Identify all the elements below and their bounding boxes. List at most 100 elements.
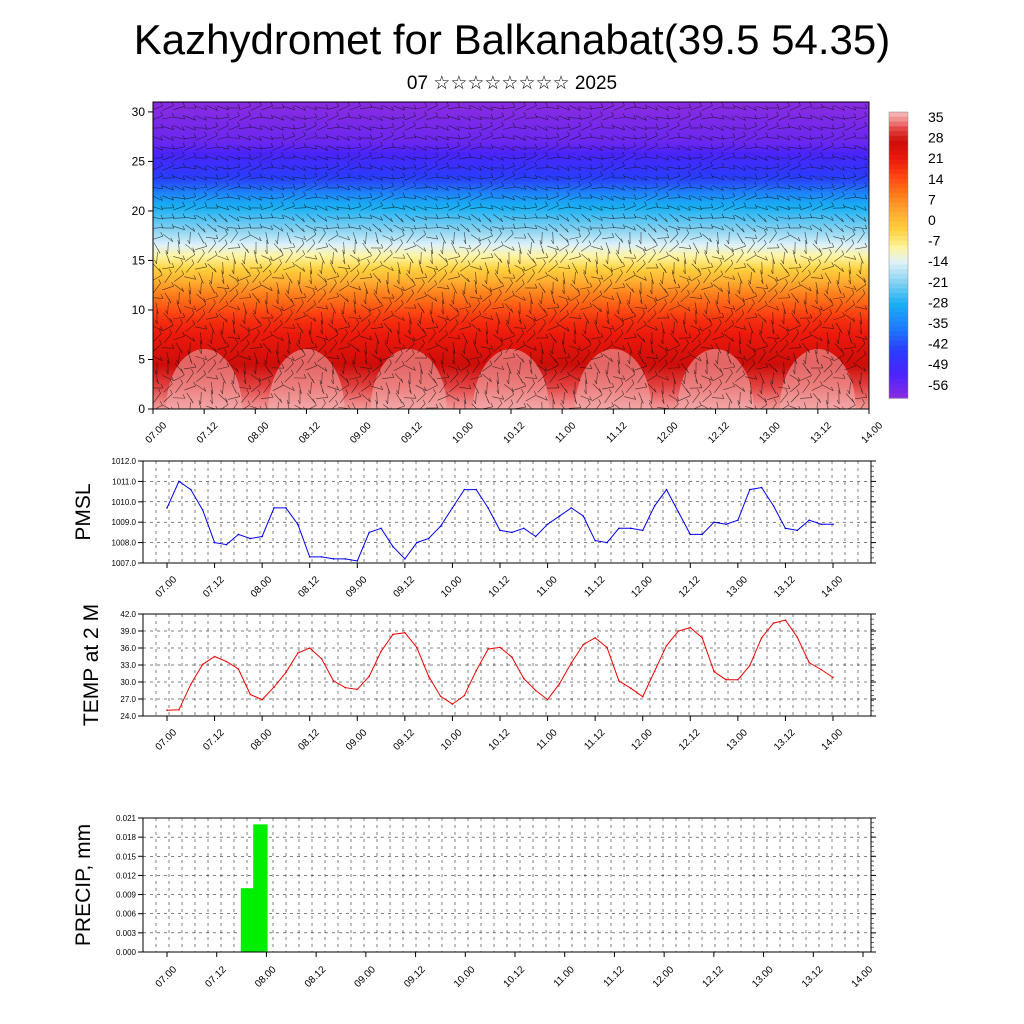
- temp-point: [677, 630, 680, 632]
- cross-section-xtick-label: 07.00: [144, 420, 170, 446]
- colorbar-label: -28: [928, 294, 948, 310]
- pmsl-xtick-label: 09.00: [344, 574, 370, 600]
- temp-point: [701, 637, 703, 639]
- temp-point: [594, 637, 596, 639]
- heatmap-band: [153, 168, 869, 172]
- pmsl-point: [368, 531, 370, 534]
- colorbar-label: 0: [928, 212, 936, 228]
- temp-point: [618, 680, 620, 682]
- heatmap-band: [153, 255, 869, 259]
- colorbar-segment: [889, 283, 908, 289]
- pmsl-point: [701, 533, 703, 536]
- colorbar-label: -7: [928, 233, 941, 249]
- colorbar-frame: [888, 111, 909, 399]
- pmsl-xtick-label: 13.00: [725, 574, 751, 600]
- heatmap-band: [153, 285, 869, 289]
- colorbar-segment: [889, 269, 908, 275]
- heatmap-band: [153, 102, 869, 106]
- pmsl-point: [189, 488, 192, 491]
- colorbar-label: -56: [928, 377, 948, 393]
- colorbar-segment: [889, 154, 908, 161]
- pmsl-point: [820, 523, 822, 526]
- pmsl-point: [320, 556, 323, 558]
- heatmap-band: [153, 151, 869, 155]
- temp-xtick-label: 09.12: [392, 727, 418, 753]
- heatmap-band: [153, 166, 869, 170]
- heatmap-band: [153, 153, 869, 158]
- heatmap-band: [153, 124, 869, 128]
- heatmap-band: [153, 309, 869, 314]
- colorbar-segment: [889, 126, 908, 132]
- temp-point: [427, 675, 430, 678]
- heatmap-band: [153, 191, 869, 195]
- heatmap-band: [153, 139, 869, 143]
- temp-ytick-label: 30.0: [120, 678, 136, 687]
- heatmap-band: [153, 208, 869, 212]
- colorbar-segment: [889, 259, 908, 266]
- pmsl-xtick-label: 12.12: [677, 574, 703, 600]
- pmsl-point: [475, 488, 478, 491]
- temp-point: [451, 703, 454, 705]
- colorbar-segment: [889, 121, 908, 127]
- pmsl-point: [618, 527, 620, 530]
- temp-ytick-label: 33.0: [120, 661, 136, 670]
- precip-xtick-label: 12.12: [701, 964, 727, 990]
- colorbar-segment: [889, 212, 908, 218]
- heatmap-band: [153, 319, 869, 323]
- precip-ytick-label: 0.009: [116, 891, 137, 900]
- heatmap-band: [153, 116, 869, 120]
- warm-anomaly: [268, 349, 345, 409]
- heatmap-band: [153, 327, 869, 331]
- heatmap-band: [153, 344, 869, 348]
- pmsl-point: [511, 531, 513, 534]
- heatmap-band: [153, 119, 869, 123]
- heatmap-band: [153, 228, 869, 232]
- colorbar-label: 21: [928, 150, 944, 166]
- heatmap-band: [153, 176, 869, 180]
- colorbar-segment: [889, 255, 908, 261]
- temp-ytick-label: 42.0: [120, 610, 136, 619]
- pmsl-frame: [142, 460, 872, 564]
- heatmap-band: [153, 238, 869, 242]
- temp-point: [784, 619, 787, 622]
- pmsl-point: [582, 515, 585, 517]
- precip-frame: [142, 817, 872, 953]
- cross-section-xtick-label: 13.12: [809, 420, 835, 446]
- chart-title: Kazhydromet for Balkanabat(39.5 54.35): [133, 16, 891, 63]
- heatmap-band: [153, 144, 869, 148]
- temp-point: [487, 648, 489, 650]
- pmsl-point: [558, 515, 561, 517]
- cross-section-xtick-label: 09.00: [348, 420, 374, 446]
- heatmap-band: [153, 260, 869, 264]
- pmsl-point: [606, 541, 608, 544]
- temp-point: [546, 698, 549, 701]
- precip-ytick-label: 0.012: [116, 871, 137, 880]
- pmsl-ytick-label: 1011.0: [112, 477, 136, 486]
- colorbar-segment: [889, 359, 908, 366]
- pmsl-point: [534, 535, 537, 538]
- colorbar-label: 7: [928, 191, 936, 207]
- pmsl-xtick-label: 11.00: [535, 574, 560, 599]
- colorbar-segment: [889, 202, 908, 208]
- pmsl-point: [415, 541, 418, 544]
- colorbar-segment: [889, 364, 908, 370]
- temp-point: [522, 677, 525, 680]
- precip-xtick-label: 07.00: [154, 964, 180, 990]
- temp-point: [832, 676, 834, 679]
- heatmap-band: [153, 223, 869, 227]
- temp-xtick-label: 10.12: [487, 727, 513, 753]
- colorbar-segment: [889, 297, 908, 304]
- temp-point: [737, 678, 739, 681]
- temp-point: [178, 708, 180, 711]
- temp-point: [368, 675, 370, 678]
- pmsl-point: [796, 529, 799, 532]
- pmsl-xtick-label: 13.12: [772, 574, 798, 600]
- temp-point: [273, 686, 275, 688]
- pmsl-point: [439, 525, 442, 528]
- temp-point: [713, 671, 715, 673]
- pmsl-xtick-label: 11.12: [582, 574, 607, 599]
- colorbar-segment: [889, 350, 908, 356]
- heatmap-band: [153, 131, 869, 135]
- temp-point: [415, 646, 418, 649]
- heatmap-band: [153, 213, 869, 217]
